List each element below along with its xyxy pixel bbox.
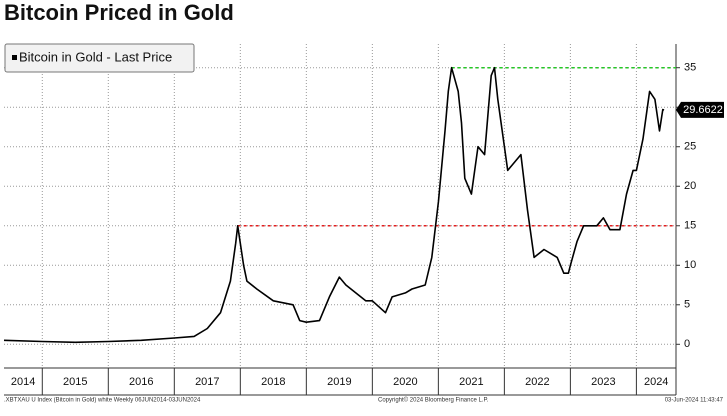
- x-tick-label: 2015: [63, 376, 87, 388]
- legend-box: [4, 43, 195, 73]
- y-tick-label: 15: [684, 220, 696, 232]
- footer-copyright: Copyright© 2024 Bloomberg Finance L.P.: [378, 397, 489, 404]
- x-tick-label: 2014: [11, 376, 35, 388]
- legend: Bitcoin in Gold - Last Price: [4, 43, 195, 73]
- x-tick-label: 2016: [129, 376, 153, 388]
- footer-source: .XBTXAU U Index (Bitcoin in Gold) white …: [4, 398, 201, 404]
- x-tick-label: 2024: [644, 376, 668, 388]
- y-tick-label: 0: [684, 338, 690, 350]
- y-tick-label: 10: [684, 259, 696, 271]
- y-tick-label: 20: [684, 180, 696, 192]
- footer-date: 03-Jun-2024 11:43:47: [665, 398, 724, 404]
- x-tick-label: 2017: [195, 376, 219, 388]
- x-tick-label: 2018: [261, 376, 285, 388]
- x-tick-label: 2023: [591, 376, 615, 388]
- x-tick-label: 2021: [459, 376, 483, 388]
- last-price-box: [676, 101, 724, 118]
- x-tick-label: 2022: [525, 376, 549, 388]
- legend-marker: [12, 55, 17, 60]
- last-price-label: 29.6622: [683, 104, 723, 116]
- x-tick-label: 2019: [327, 376, 351, 388]
- price-line: [3, 66, 665, 344]
- chart-title: Bitcoin Priced in Gold: [4, 0, 234, 25]
- y-tick-label: 5: [684, 299, 690, 311]
- y-tick-label: 25: [684, 141, 696, 153]
- y-tick-label: 35: [684, 62, 696, 74]
- x-tick-label: 2020: [393, 376, 417, 388]
- legend-label: Bitcoin in Gold - Last Price: [19, 49, 172, 64]
